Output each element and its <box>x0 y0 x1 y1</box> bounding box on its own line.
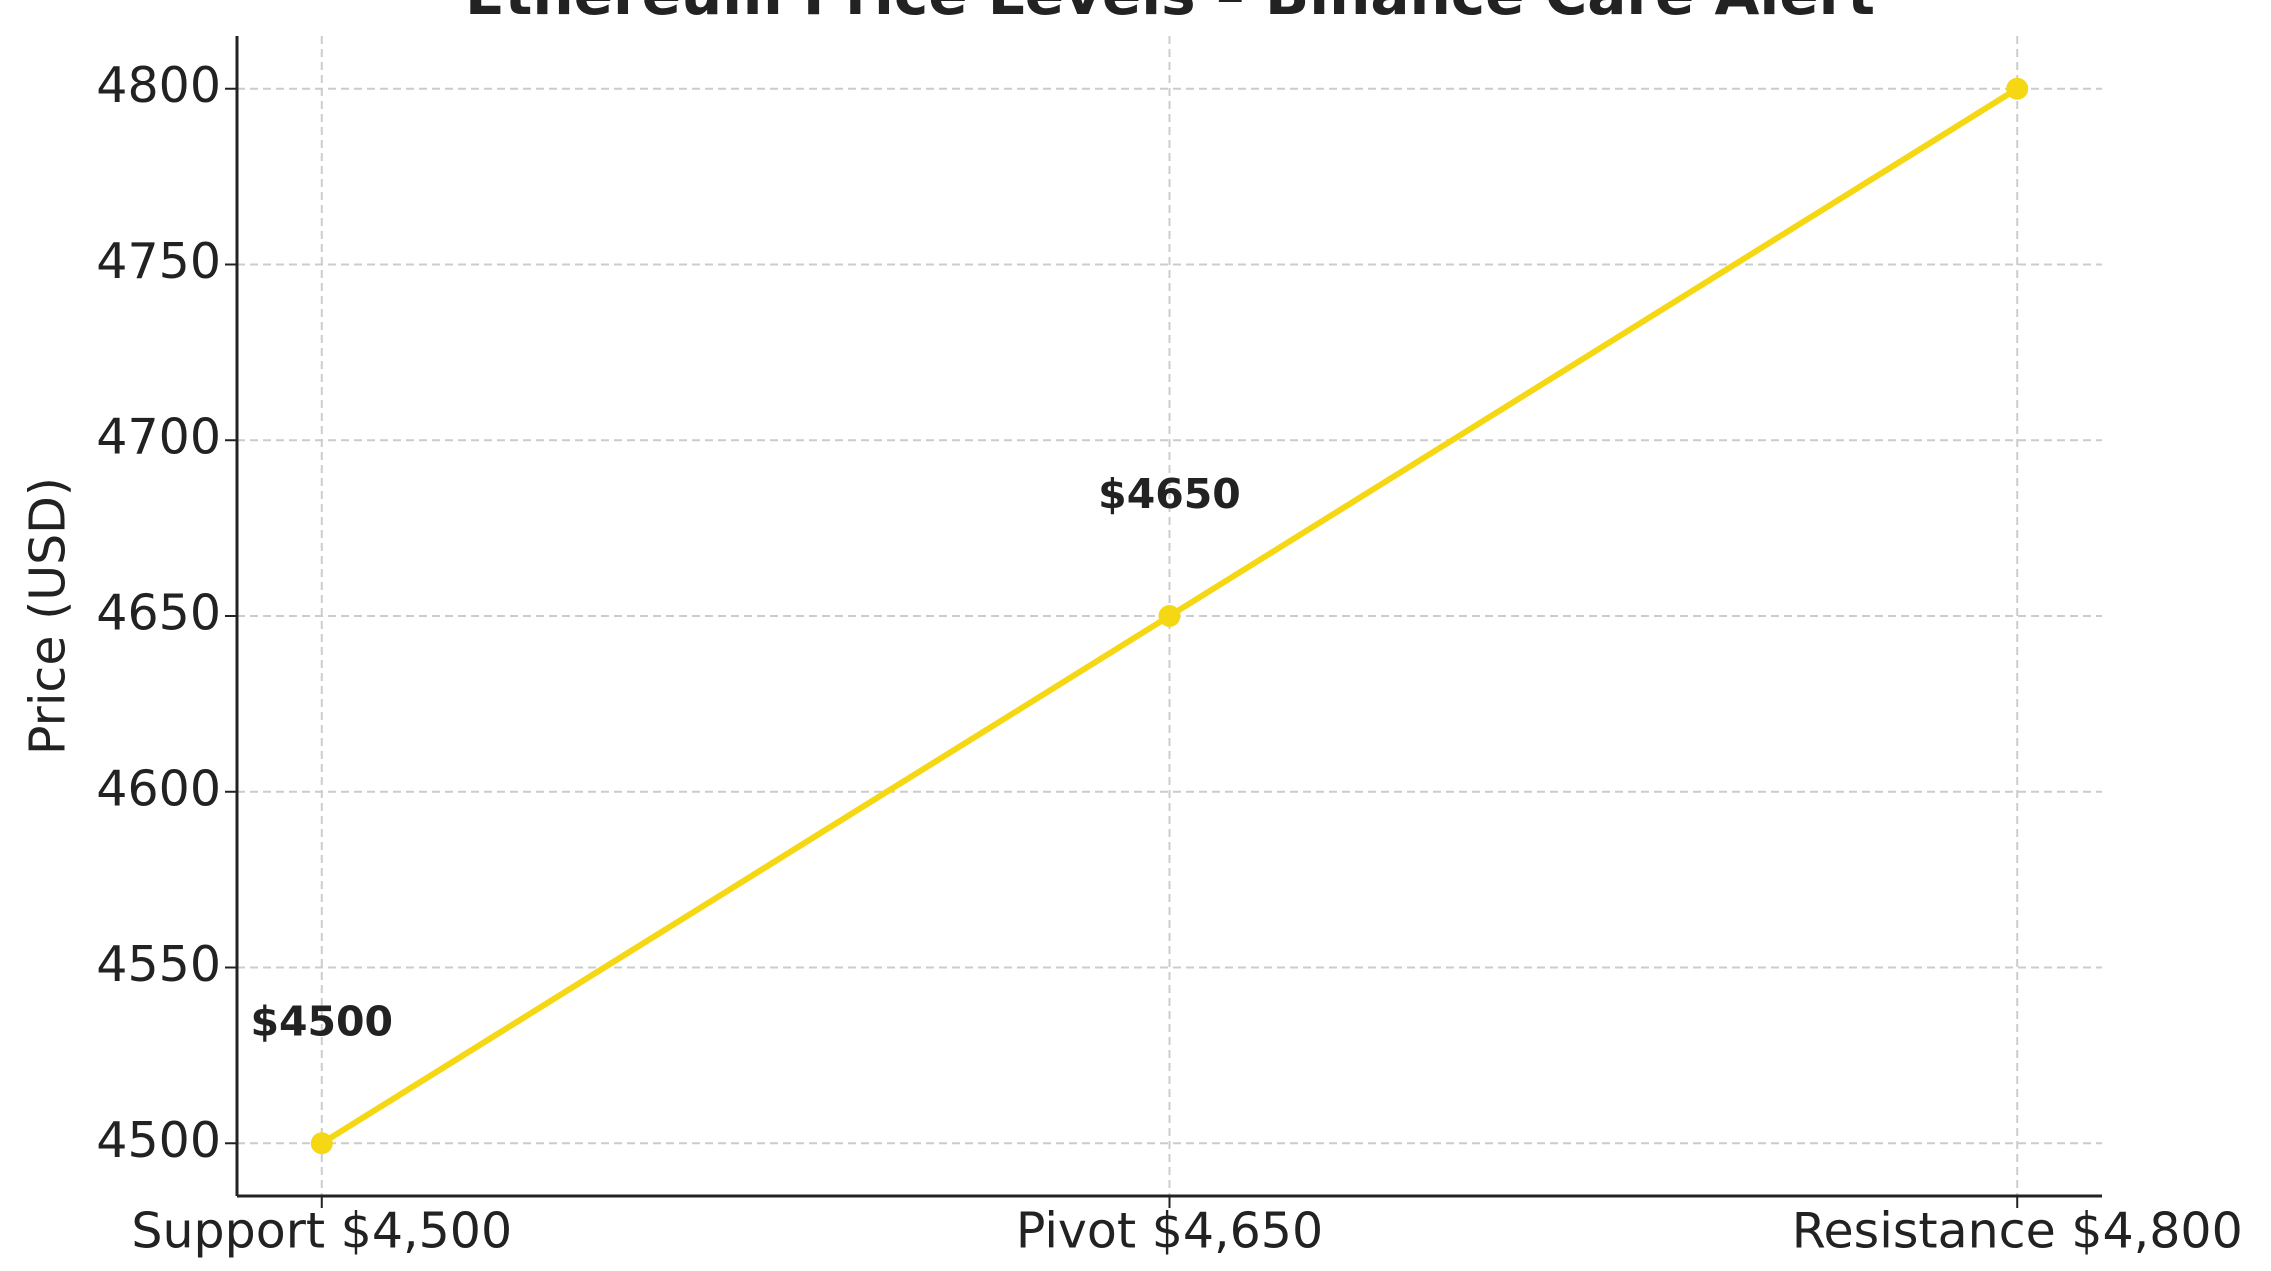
x-tick-label: Support $4,500 <box>131 1203 512 1260</box>
y-tick-label: 4800 <box>96 57 221 114</box>
x-tick-label: Resistance $4,800 <box>1792 1203 2243 1260</box>
y-tick-label: 4550 <box>96 936 221 993</box>
point <box>2006 77 2029 100</box>
y-axis-label: Price (USD) <box>20 477 77 755</box>
y-tick-label: 4750 <box>96 233 221 290</box>
point <box>1158 605 1181 627</box>
y-tick-label: 4500 <box>96 1112 221 1169</box>
y-tick-label: 4700 <box>96 409 221 466</box>
y-tick-label: 4600 <box>96 760 221 817</box>
x-tick-label: Pivot $4,650 <box>1016 1203 1323 1260</box>
chart-title: Ethereum Price Levels – Binance Care Ale… <box>465 0 1875 28</box>
data-label: $4500 <box>250 997 393 1045</box>
data-label: $4650 <box>1098 470 1241 518</box>
y-tick-label: 4650 <box>96 585 221 642</box>
point <box>310 1132 333 1155</box>
